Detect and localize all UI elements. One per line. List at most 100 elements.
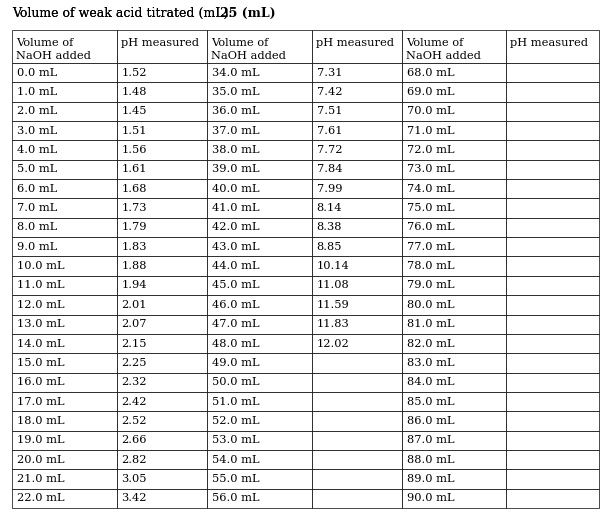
- Bar: [12, 199, 117, 218]
- Text: 6.0 mL: 6.0 mL: [17, 184, 57, 194]
- Bar: [207, 411, 311, 430]
- Text: 1.52: 1.52: [121, 68, 147, 77]
- Bar: [402, 83, 506, 102]
- Bar: [402, 353, 506, 372]
- Bar: [506, 314, 599, 334]
- Text: 86.0 mL: 86.0 mL: [407, 416, 455, 426]
- Text: NaOH added: NaOH added: [16, 51, 91, 61]
- Bar: [12, 237, 117, 256]
- Text: 7.99: 7.99: [317, 184, 342, 194]
- Bar: [117, 30, 207, 63]
- Text: pH measured: pH measured: [316, 38, 393, 48]
- Text: 48.0 mL: 48.0 mL: [212, 339, 259, 348]
- Bar: [12, 489, 117, 508]
- Text: 11.0 mL: 11.0 mL: [17, 281, 64, 290]
- Bar: [117, 450, 207, 469]
- Text: 74.0 mL: 74.0 mL: [407, 184, 455, 194]
- Text: 4.0 mL: 4.0 mL: [17, 145, 57, 155]
- Text: 1.83: 1.83: [121, 242, 147, 252]
- Text: 53.0 mL: 53.0 mL: [212, 436, 259, 445]
- Text: 89.0 mL: 89.0 mL: [407, 474, 455, 484]
- Text: 2.82: 2.82: [121, 455, 147, 465]
- Bar: [207, 450, 311, 469]
- Bar: [117, 63, 207, 83]
- Bar: [506, 276, 599, 295]
- Text: 35.0 mL: 35.0 mL: [212, 87, 259, 97]
- Bar: [402, 411, 506, 430]
- Bar: [207, 160, 311, 179]
- Bar: [506, 353, 599, 372]
- Text: 1.56: 1.56: [121, 145, 147, 155]
- Text: 2.01: 2.01: [121, 300, 147, 310]
- Text: 7.61: 7.61: [317, 126, 342, 136]
- Bar: [117, 179, 207, 199]
- Bar: [506, 83, 599, 102]
- Text: 51.0 mL: 51.0 mL: [212, 397, 259, 407]
- Text: 2.66: 2.66: [121, 436, 147, 445]
- Bar: [117, 334, 207, 353]
- Text: pH measured: pH measured: [510, 38, 589, 48]
- Text: 45.0 mL: 45.0 mL: [212, 281, 259, 290]
- Bar: [207, 30, 311, 63]
- Text: 17.0 mL: 17.0 mL: [17, 397, 64, 407]
- Text: 72.0 mL: 72.0 mL: [407, 145, 455, 155]
- Bar: [117, 83, 207, 102]
- Text: 7.84: 7.84: [317, 164, 342, 174]
- Bar: [311, 83, 402, 102]
- Bar: [207, 141, 311, 160]
- Bar: [506, 372, 599, 392]
- Bar: [506, 489, 599, 508]
- Bar: [311, 334, 402, 353]
- Bar: [117, 372, 207, 392]
- Text: Volume of weak acid titrated (mL):: Volume of weak acid titrated (mL):: [12, 7, 237, 19]
- Text: 1.48: 1.48: [121, 87, 147, 97]
- Bar: [207, 353, 311, 372]
- Bar: [506, 218, 599, 237]
- Bar: [12, 141, 117, 160]
- Text: 40.0 mL: 40.0 mL: [212, 184, 259, 194]
- Bar: [506, 237, 599, 256]
- Bar: [311, 141, 402, 160]
- Bar: [207, 83, 311, 102]
- Text: 25 (mL): 25 (mL): [220, 7, 276, 19]
- Text: 1.0 mL: 1.0 mL: [17, 87, 57, 97]
- Bar: [311, 256, 402, 276]
- Bar: [12, 276, 117, 295]
- Bar: [402, 63, 506, 83]
- Text: 18.0 mL: 18.0 mL: [17, 416, 64, 426]
- Bar: [207, 372, 311, 392]
- Bar: [311, 63, 402, 83]
- Text: 2.32: 2.32: [121, 377, 147, 387]
- Bar: [506, 121, 599, 141]
- Text: 49.0 mL: 49.0 mL: [212, 358, 259, 368]
- Text: 12.0 mL: 12.0 mL: [17, 300, 64, 310]
- Text: 21.0 mL: 21.0 mL: [17, 474, 64, 484]
- Bar: [117, 295, 207, 314]
- Bar: [311, 430, 402, 450]
- Bar: [117, 276, 207, 295]
- Text: 56.0 mL: 56.0 mL: [212, 494, 259, 503]
- Text: 50.0 mL: 50.0 mL: [212, 377, 259, 387]
- Text: 2.07: 2.07: [121, 319, 147, 329]
- Bar: [311, 314, 402, 334]
- Bar: [402, 469, 506, 489]
- Bar: [311, 372, 402, 392]
- Text: 7.42: 7.42: [317, 87, 342, 97]
- Bar: [311, 276, 402, 295]
- Text: 15.0 mL: 15.0 mL: [17, 358, 64, 368]
- Text: 42.0 mL: 42.0 mL: [212, 223, 259, 232]
- Text: 46.0 mL: 46.0 mL: [212, 300, 259, 310]
- Bar: [402, 199, 506, 218]
- Text: 2.52: 2.52: [121, 416, 147, 426]
- Bar: [12, 30, 117, 63]
- Text: 1.88: 1.88: [121, 261, 147, 271]
- Bar: [117, 102, 207, 121]
- Bar: [117, 237, 207, 256]
- Bar: [12, 411, 117, 430]
- Text: 70.0 mL: 70.0 mL: [407, 106, 455, 116]
- Bar: [117, 430, 207, 450]
- Bar: [402, 489, 506, 508]
- Bar: [402, 295, 506, 314]
- Bar: [207, 276, 311, 295]
- Bar: [207, 63, 311, 83]
